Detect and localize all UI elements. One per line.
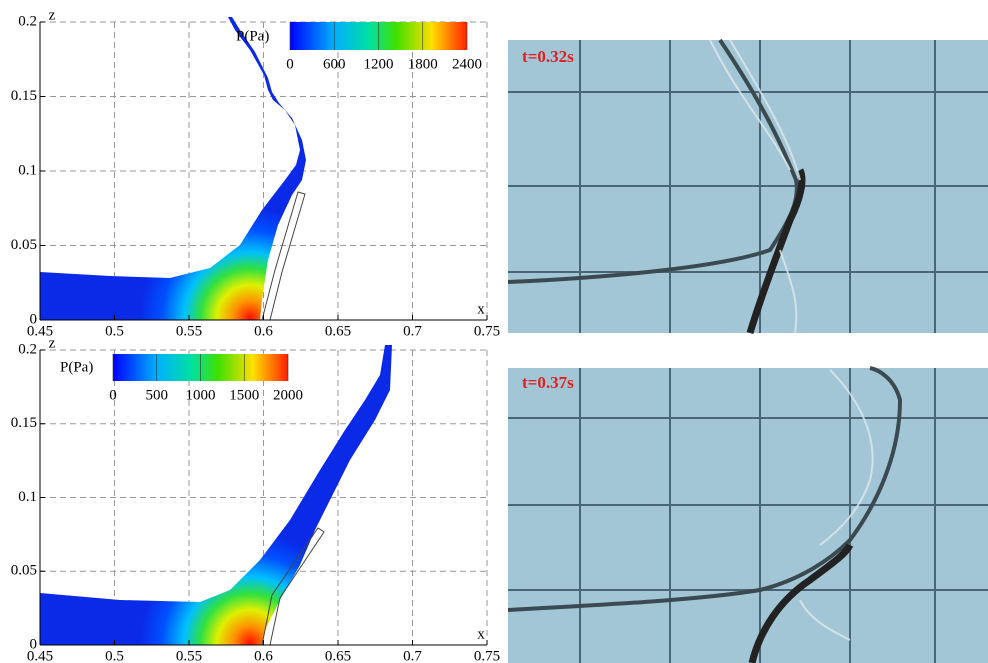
photo	[507, 366, 988, 663]
colorbar-tick-label: 1200	[364, 56, 394, 72]
x-tick-label: 0.65	[325, 648, 351, 663]
x-tick-label: 0.75	[474, 648, 500, 663]
x-tick-label: 0.75	[474, 323, 500, 339]
colorbar-tick-label: 600	[323, 56, 346, 72]
plate	[261, 191, 306, 321]
colorbar-tick-label: 1800	[408, 56, 438, 72]
photo-label: t=0.32s	[522, 47, 574, 66]
x-tick-label: 0.55	[176, 323, 202, 339]
y-tick-label: 0.1	[18, 162, 37, 178]
photo-label: t=0.37s	[522, 373, 574, 392]
x-tick-label: 0.5	[105, 323, 124, 339]
colorbar-tick-label: 1000	[186, 387, 216, 403]
x-tick-label: 0.7	[403, 323, 422, 339]
y-tick-label: 0.15	[11, 415, 37, 431]
x-tick-label: 0.7	[403, 648, 422, 663]
y-axis-label: z	[49, 335, 56, 351]
y-tick-label: 0.1	[18, 489, 37, 505]
x-tick-label: 0.6	[254, 648, 273, 663]
colorbar-tick-label: 0	[286, 56, 294, 72]
colorbar-title: P(Pa)	[60, 359, 93, 375]
y-axis-label: z	[49, 7, 56, 23]
plate	[261, 527, 325, 646]
jet-field	[40, 17, 306, 320]
colorbar-tick-label: 2000	[273, 387, 303, 403]
colorbar-title: P(Pa)	[236, 28, 269, 44]
x-tick-label: 0.55	[176, 648, 202, 663]
x-tick-label: 0.5	[105, 648, 124, 663]
colorbar-tick-label: 0	[109, 387, 117, 403]
x-tick-label: 0.6	[254, 323, 273, 339]
x-tick-label: 0.65	[325, 323, 351, 339]
x-axis-label: x	[477, 301, 485, 317]
y-tick-label: 0.2	[18, 341, 37, 357]
y-tick-label: 0	[30, 636, 38, 652]
colorbar-tick-label: 1500	[229, 387, 259, 403]
y-tick-label: 0.05	[11, 237, 37, 253]
y-tick-label: 0.05	[11, 563, 37, 579]
x-axis-label: x	[477, 626, 485, 642]
y-tick-label: 0.15	[11, 88, 37, 104]
colorbar-tick-label: 500	[146, 387, 169, 403]
y-tick-label: 0	[30, 311, 38, 327]
y-tick-label: 0.2	[18, 13, 37, 29]
x-tick-label: 0.45	[27, 648, 53, 663]
jet-field	[40, 345, 392, 645]
colorbar-tick-label: 2400	[452, 56, 482, 72]
x-tick-label: 0.45	[27, 323, 53, 339]
photo	[507, 38, 988, 335]
